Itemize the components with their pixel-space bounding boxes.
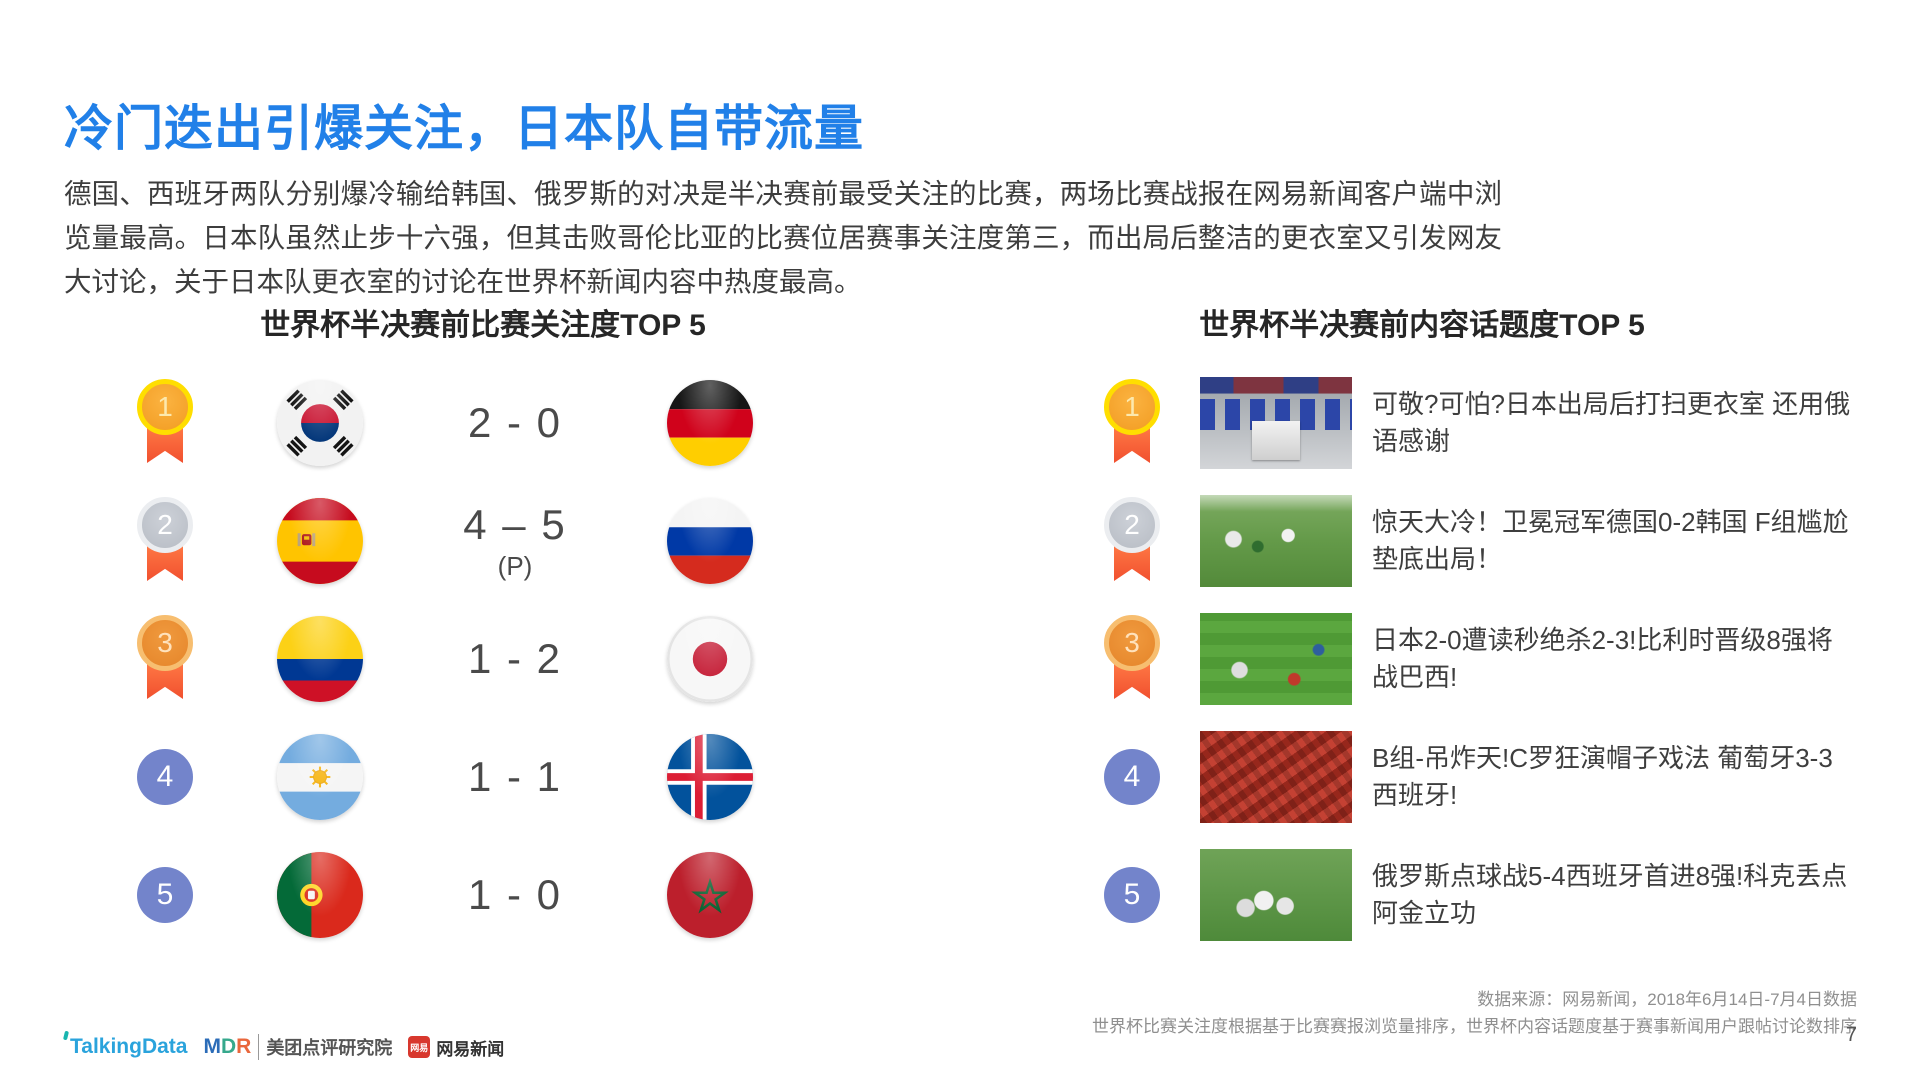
rank-number: 1	[1104, 379, 1160, 435]
talkingdata-logo: TalkingData	[62, 1030, 188, 1059]
right-section-title: 世界杯半决赛前内容话题度TOP 5	[1199, 309, 1645, 342]
spain-flag-icon	[277, 498, 363, 584]
portugal-flag-icon	[277, 852, 363, 938]
netease-news-label: 网易新闻	[436, 1039, 505, 1059]
rank-number: 3	[1104, 615, 1160, 671]
match-row-5: 5 1 - 0	[100, 836, 860, 954]
mdr-letter-r: R	[236, 1035, 252, 1058]
netease-badge-icon: 网易	[408, 1036, 431, 1058]
russia-flag-icon	[667, 498, 753, 584]
portugal-spain-fans-photo	[1200, 731, 1352, 823]
match-score: 4 – 5	[463, 500, 567, 548]
topic-row-2: 2 惊天大冷！卫冕冠军德国0-2韩国 F组尴尬垫底出局！	[1072, 482, 1856, 600]
penalty-note: (P)	[497, 550, 533, 581]
news-headline: 日本2-0遭读秒绝杀2-3!比利时晋级8强将战巴西!	[1372, 625, 1833, 692]
rank-4-circle-icon: 4	[137, 749, 193, 805]
match-row-2: 2 4 – 5 (P)	[100, 482, 860, 600]
russia-spain-match-photo	[1200, 849, 1352, 941]
netease-news-logo: 网易 网易新闻	[408, 1035, 504, 1060]
topic-row-1: 1 可敬?可怕?日本出局后打扫更衣室 还用俄语感谢	[1072, 364, 1856, 482]
japan-locker-room-photo	[1200, 377, 1352, 469]
rank-number: 2	[1104, 497, 1160, 553]
match-row-1: 1	[100, 364, 860, 482]
mdr-letter-m: M	[203, 1035, 221, 1058]
meituan-research-label: 美团点评研究院	[258, 1034, 392, 1060]
source-line-1: 数据来源：网易新闻，2018年6月14日-7月4日数据	[1477, 990, 1857, 1009]
gold-medal-icon: 1	[1103, 379, 1161, 467]
page-title: 冷门迭出引爆关注，日本队自带流量	[64, 101, 865, 156]
rank-number: 3	[137, 615, 193, 671]
news-headline: B组-吊炸天!C罗狂演帽子戏法 葡萄牙3-3西班牙!	[1372, 743, 1833, 810]
germany-korea-match-photo	[1200, 495, 1352, 587]
iceland-flag-icon	[667, 734, 753, 820]
meituan-dianping-research-logo: M D R 美团点评研究院	[203, 1034, 392, 1060]
content-topic-ranking: 1 可敬?可怕?日本出局后打扫更衣室 还用俄语感谢 2 惊天大冷！卫冕冠军德国0…	[1072, 364, 1856, 954]
match-score: 1 - 1	[467, 753, 563, 800]
rank-5-circle-icon: 5	[137, 867, 193, 923]
bronze-medal-icon: 3	[1103, 615, 1161, 703]
germany-flag-icon	[667, 380, 753, 466]
silver-medal-icon: 2	[136, 497, 194, 585]
rank-5-circle-icon: 5	[1104, 867, 1160, 923]
rank-4-circle-icon: 4	[1104, 749, 1160, 805]
match-attention-ranking: 1	[100, 364, 860, 954]
bronze-medal-icon: 3	[136, 615, 194, 703]
data-source-note: 数据来源：网易新闻，2018年6月14日-7月4日数据 世界杯比赛关注度根据基于…	[1092, 986, 1857, 1040]
gold-medal-icon: 1	[136, 379, 194, 467]
topic-row-3: 3 日本2-0遭读秒绝杀2-3!比利时晋级8强将战巴西!	[1072, 600, 1856, 718]
match-score: 1 - 2	[467, 635, 563, 682]
argentina-flag-icon	[277, 734, 363, 820]
japan-belgium-match-photo	[1200, 613, 1352, 705]
news-headline: 俄罗斯点球战5-4西班牙首进8强!科克丢点阿金立功	[1372, 861, 1848, 928]
news-headline: 可敬?可怕?日本出局后打扫更衣室 还用俄语感谢	[1372, 389, 1851, 456]
topic-row-4: 4 B组-吊炸天!C罗狂演帽子戏法 葡萄牙3-3西班牙!	[1072, 718, 1856, 836]
rank-number: 1	[137, 379, 193, 435]
morocco-flag-icon	[667, 852, 753, 938]
left-section-title: 世界杯半决赛前比赛关注度TOP 5	[260, 309, 706, 342]
talkingdata-wordmark: TalkingData	[70, 1035, 188, 1058]
intro-paragraph: 德国、西班牙两队分别爆冷输给韩国、俄罗斯的对决是半决赛前最受关注的比赛，两场比赛…	[64, 177, 1502, 297]
footer-logos: TalkingData M D R 美团点评研究院 网易 网易新闻	[62, 1030, 504, 1060]
japan-flag-icon	[667, 616, 753, 702]
south-korea-flag-icon	[277, 380, 363, 466]
match-row-4: 4	[100, 718, 860, 836]
news-headline: 惊天大冷！卫冕冠军德国0-2韩国 F组尴尬垫底出局！	[1372, 507, 1849, 574]
match-score: 1 - 0	[467, 871, 563, 918]
talkingdata-tick-icon	[62, 1030, 70, 1041]
mdr-letter-d: D	[220, 1035, 237, 1058]
page-number: 7	[1845, 1024, 1857, 1046]
colombia-flag-icon	[277, 616, 363, 702]
source-line-2: 世界杯比赛关注度根据基于比赛赛报浏览量排序，世界杯内容话题度基于赛事新闻用户跟帖…	[1092, 1017, 1857, 1036]
match-row-3: 3 1 - 2	[100, 600, 860, 718]
match-score: 2 - 0	[467, 399, 563, 446]
silver-medal-icon: 2	[1103, 497, 1161, 585]
topic-row-5: 5 俄罗斯点球战5-4西班牙首进8强!科克丢点阿金立功	[1072, 836, 1856, 954]
rank-number: 2	[137, 497, 193, 553]
